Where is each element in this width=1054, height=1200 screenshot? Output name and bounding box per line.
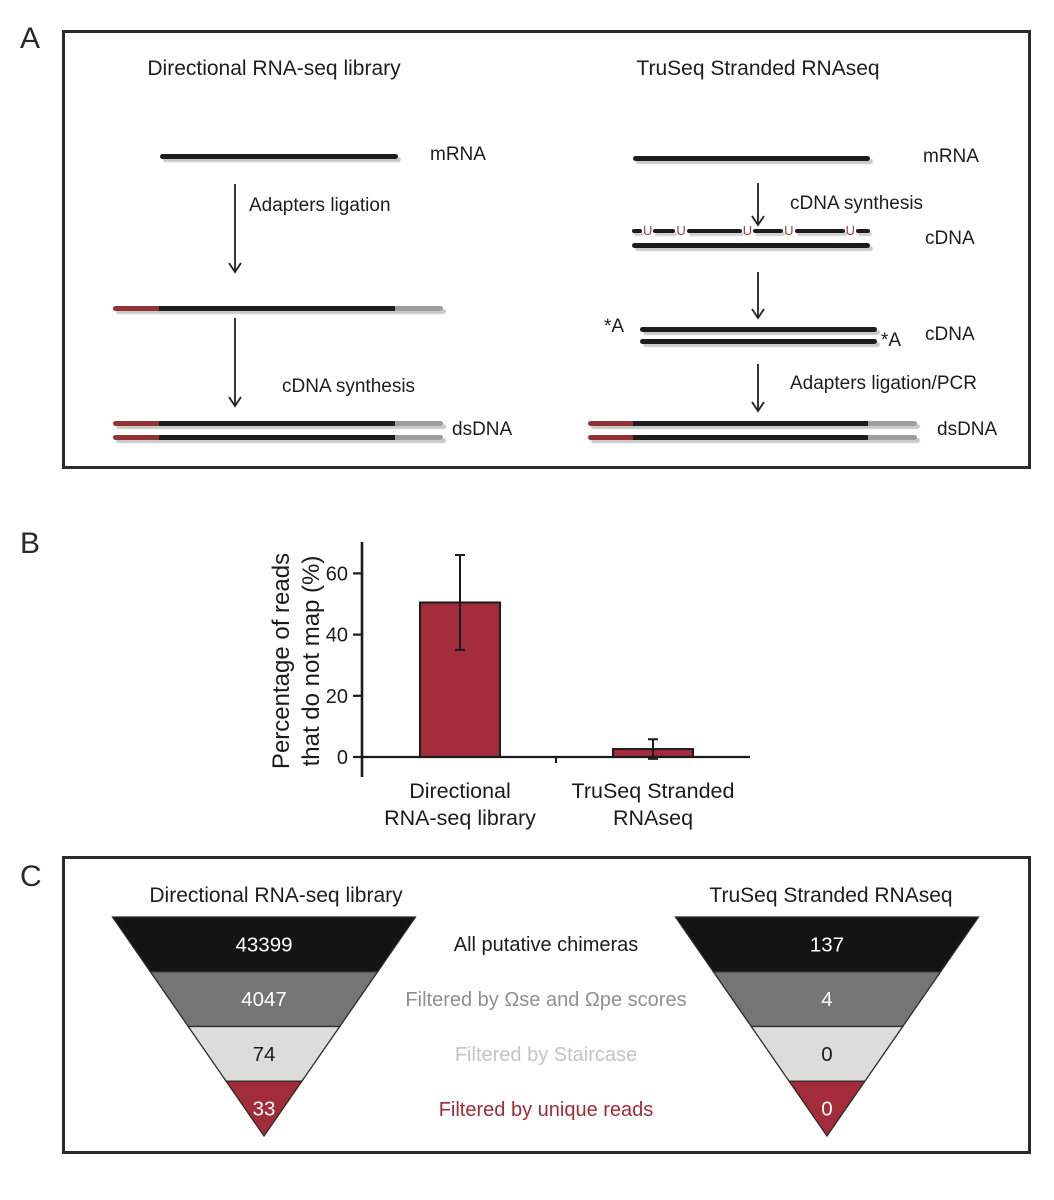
y-tick-label: 0 (337, 747, 348, 769)
bar (419, 601, 501, 758)
strand-dash (653, 229, 676, 233)
cdna-label-2: cDNA (925, 324, 975, 345)
cdna-synthesis-label-right: cDNA synthesis (790, 193, 924, 214)
cdna-strand-solid (632, 243, 870, 248)
dsdna-label-left: dsDNA (452, 419, 513, 440)
panel-b-label: B (20, 527, 41, 560)
cdna-duplex-top (640, 327, 877, 332)
funnel-stage-label: Filtered by Staircase (454, 1044, 638, 1066)
strand-segment (633, 156, 870, 161)
strand-segment (159, 421, 395, 426)
cdna-synthesis-label-left: cDNA synthesis (282, 376, 416, 397)
y-axis-label: Percentage of reads (268, 553, 295, 769)
mrna-strand-right (633, 156, 870, 161)
panel-a-left-title: Directional RNA-seq library (147, 57, 401, 80)
strand-segment (632, 243, 870, 248)
adapter-segment-gray (395, 435, 443, 440)
y-axis-label: that do not map (%) (298, 556, 325, 767)
y-tick-label: 40 (326, 625, 348, 647)
uracil-mark: U (845, 222, 855, 238)
panel-c-label: C (20, 860, 42, 893)
adapter-segment-red (588, 421, 633, 426)
strand-segment (633, 435, 868, 440)
y-tick-label: 60 (326, 563, 348, 585)
a-tail-mark-right: *A (881, 330, 902, 351)
cdna-label-1: cDNA (925, 228, 975, 249)
bar-chart: 0 20 40 60 Percentage of reads that do not ma… (268, 542, 750, 830)
adapter-segment-gray (868, 421, 917, 426)
strand-dash (632, 229, 642, 233)
adapters-pcr-label: Adapters ligation/PCR (790, 373, 977, 394)
adapter-segment-red (113, 421, 159, 426)
strand-segment (159, 306, 395, 311)
panel-a-right-title: TruSeq Stranded RNAseq (636, 57, 880, 80)
uracil-mark: U (784, 222, 794, 238)
strand-dash (855, 229, 870, 233)
strand-segment (633, 421, 868, 426)
strand-dash (753, 229, 784, 233)
adapter-segment-red (113, 435, 159, 440)
cdna-u-strand: U U U U U (632, 224, 870, 238)
funnel-right-title: TruSeq Stranded RNAseq (709, 884, 953, 907)
x-category-label: TruSeq Stranded (572, 779, 735, 803)
adapter-segment-gray (395, 421, 443, 426)
uracil-mark: U (742, 222, 753, 238)
x-category-label: RNAseq (613, 806, 693, 830)
strand-dash (686, 229, 742, 233)
adapter-segment-gray (395, 306, 443, 311)
dsdna-strand-left-top (113, 421, 443, 426)
ligated-strand (113, 306, 443, 311)
adapter-segment-red (113, 306, 159, 311)
uracil-mark: U (676, 222, 686, 238)
funnel-left-title: Directional RNA-seq library (149, 884, 403, 907)
dsdna-strand-right-top (588, 421, 917, 426)
cdna-duplex-bottom (640, 339, 877, 344)
y-tick-label: 20 (326, 686, 348, 708)
dsdna-strand-left-bottom (113, 435, 443, 440)
panel-a-label: A (20, 22, 41, 55)
adapters-ligation-label: Adapters ligation (249, 195, 391, 216)
bar (612, 748, 694, 759)
adapter-segment-red (588, 435, 633, 440)
a-tail-mark-left: *A (604, 316, 625, 337)
funnel-stage-label: Filtered by Ωse and Ωpe scores (405, 989, 687, 1011)
dsdna-label-right: dsDNA (937, 419, 998, 440)
funnel-stage-label: Filtered by unique reads (438, 1099, 654, 1121)
mrna-strand-left (160, 154, 398, 159)
x-category-label: RNA-seq library (384, 806, 536, 830)
x-category-label: Directional (409, 779, 511, 803)
mrna-label-left: mRNA (430, 144, 486, 165)
strand-segment (640, 339, 877, 344)
strand-segment (160, 154, 398, 159)
panel-a-box (62, 30, 1031, 469)
dsdna-strand-right-bottom (588, 435, 917, 440)
strand-dash (794, 229, 845, 233)
mrna-label-right: mRNA (923, 146, 979, 167)
strand-segment (159, 435, 395, 440)
uracil-mark: U (643, 222, 653, 238)
adapter-segment-gray (868, 435, 917, 440)
strand-segment (640, 327, 877, 332)
funnel-stage-label: All putative chimeras (453, 934, 639, 956)
